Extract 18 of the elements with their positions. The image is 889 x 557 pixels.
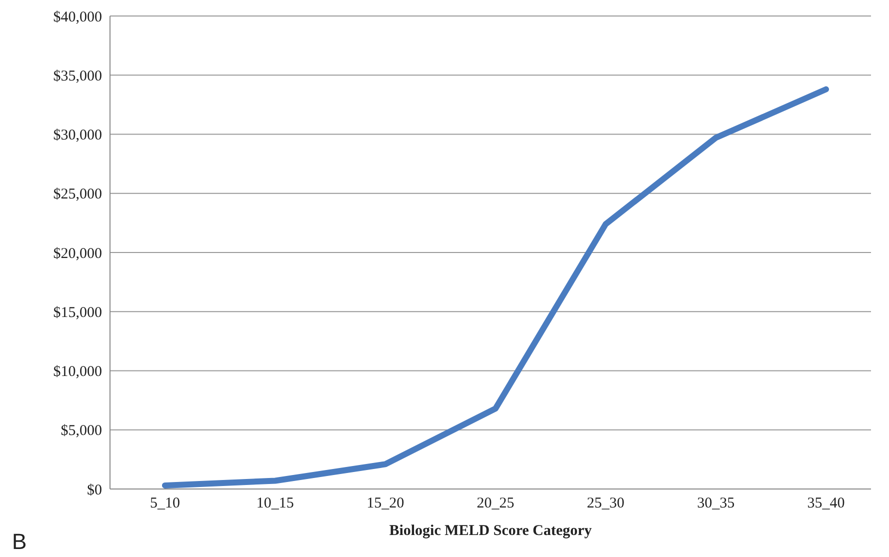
y-tick-label: $40,000 [53, 9, 102, 26]
text: B [12, 529, 27, 555]
y-tick-label: $25,000 [53, 186, 102, 203]
y-tick-label: $0 [87, 482, 102, 498]
x-tick-label: 30_35 [697, 496, 735, 512]
y-tick-label: $30,000 [53, 128, 102, 144]
y-tick-label: $20,000 [53, 246, 102, 262]
y-tick-label: $15,000 [53, 304, 102, 321]
x-tick-label: 15_20 [366, 496, 404, 512]
x-axis-title: Biologic MELD Score Category [389, 523, 592, 539]
y-tick-label: $10,000 [53, 364, 102, 380]
y-tick-label: $35,000 [53, 68, 102, 84]
y-tick-label: $5,000 [60, 423, 102, 440]
x-tick-label: 35_40 [807, 496, 845, 512]
x-tick-label: 25_30 [586, 496, 624, 512]
x-tick-label: 20_25 [476, 496, 514, 512]
x-tick-label: 5_10 [150, 496, 180, 512]
x-tick-label: 10_15 [256, 496, 294, 512]
